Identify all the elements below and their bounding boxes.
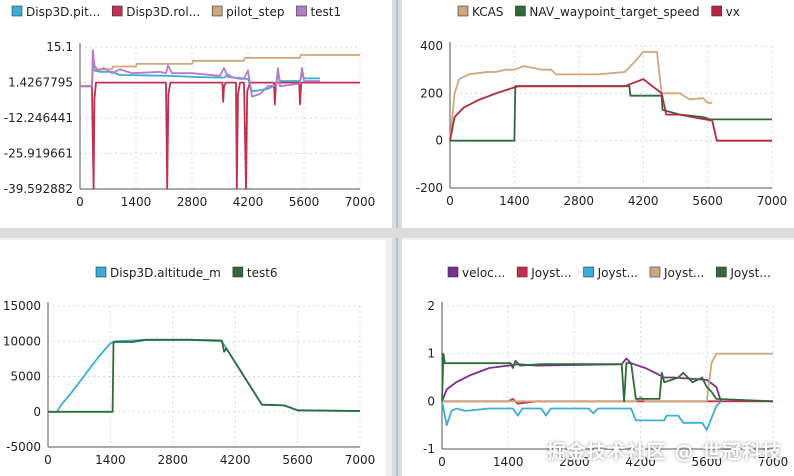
y-tick-label: -5000 [6, 440, 41, 454]
legend-label[interactable]: vx [726, 5, 740, 19]
x-tick-label: 4200 [220, 453, 251, 467]
y-tick-label: 15000 [3, 299, 41, 313]
legend-label[interactable]: test6 [247, 266, 278, 280]
series-line-disp3d-rol-1[interactable] [80, 81, 360, 190]
legend-swatch [516, 266, 528, 278]
legend-label[interactable]: Joyst... [530, 266, 571, 280]
x-tick-label: 5600 [692, 455, 723, 469]
x-tick-label: 0 [438, 455, 446, 469]
legend-label[interactable]: Joyst... [597, 266, 638, 280]
chart-panel-bottom-right: 0 1400 2800 4200 5600 7000 2 1 0 -1 veloc... Joyst.… [396, 240, 794, 476]
watermark: 掘金技术社区 @ 世冠科技 [546, 441, 782, 463]
legend-label[interactable]: Disp3D.pit... [26, 5, 100, 19]
x-tick-label: 5600 [692, 194, 723, 208]
legend-label[interactable]: Joyst... [663, 266, 704, 280]
y-tick-label: -39.592882 [4, 182, 73, 196]
chart-panel-top-left: 0 1400 2800 4200 5600 7000 15.1 1.4267795 -12.24… [0, 0, 392, 228]
series-line-test1-3[interactable] [80, 49, 320, 98]
series-line-joyst-4[interactable] [441, 352, 774, 403]
legend-swatch [447, 266, 459, 278]
x-tick-label: 1400 [499, 194, 530, 208]
legend-swatch [11, 5, 23, 17]
series-line-nav-waypoint-target-speed-1[interactable] [450, 85, 772, 142]
legend-swatch [111, 5, 123, 17]
legend-swatch [583, 266, 594, 278]
chart-panel-bottom-left: 0 1400 2800 4200 5600 7000 15000 10000 5000 0 -500… [0, 240, 386, 476]
legend-label[interactable]: Joyst... [729, 266, 770, 280]
y-tick-label: -12.246441 [4, 111, 73, 125]
legend-label[interactable]: pilot_step [226, 5, 284, 19]
x-tick-label: 2800 [559, 455, 590, 469]
legend-swatch [515, 5, 526, 17]
chart-top-left[interactable]: 0 1400 2800 4200 5600 7000 15.1 1.4267795 -12.24… [0, 0, 392, 228]
x-tick-label: 2800 [158, 453, 189, 467]
y-tick-label: 0 [435, 134, 443, 148]
y-tick-label: 200 [420, 86, 443, 100]
x-tick-label: 1400 [493, 455, 524, 469]
y-tick-label: 15.1 [46, 40, 73, 54]
series-line-joyst-2[interactable] [441, 400, 722, 431]
chart-bottom-left[interactable]: 0 1400 2800 4200 5600 7000150001000050000-500… [0, 240, 386, 476]
legend-label[interactable]: Disp3D.rol... [126, 5, 200, 19]
legend-swatch [296, 5, 307, 17]
x-tick-label: 2800 [177, 195, 208, 209]
splitter-vertical[interactable] [392, 0, 402, 476]
x-tick-label: 0 [76, 195, 84, 209]
legend-swatch [716, 266, 727, 278]
y-tick-label: 0 [33, 405, 41, 419]
x-tick-label: 7000 [345, 453, 376, 467]
y-tick-label: -1 [423, 442, 435, 456]
splitter-horizontal[interactable] [0, 228, 794, 238]
x-tick-label: 4200 [628, 194, 659, 208]
y-tick-label: -25.919661 [4, 147, 73, 161]
series-line-disp3d-altitude-m-0[interactable] [48, 338, 361, 413]
y-tick-label: 400 [420, 39, 443, 53]
y-tick-label: 2 [427, 299, 435, 313]
legend-label[interactable]: KCAS [472, 5, 503, 19]
legend-label[interactable]: veloc... [462, 266, 505, 280]
x-tick-label: 7000 [758, 455, 789, 469]
y-tick-label: -200 [416, 181, 443, 195]
y-tick-label: 5000 [10, 370, 41, 384]
chart-panel-top-right: 0 1400 2800 4200 5600 7000 400 200 0 -200 KCAS NAV_… [402, 0, 794, 228]
x-tick-label: 2800 [564, 194, 595, 208]
x-tick-label: 0 [446, 194, 454, 208]
legend-label[interactable]: NAV_waypoint_target_speed [529, 5, 699, 19]
x-tick-label: 0 [44, 453, 52, 467]
legend-swatch [232, 266, 244, 278]
legend-swatch [95, 266, 107, 278]
x-tick-label: 5600 [282, 453, 313, 467]
y-tick-label: 10000 [3, 334, 41, 348]
legend-swatch [649, 266, 661, 278]
series-line-disp3d-pit-0[interactable] [80, 59, 320, 93]
legend-label[interactable]: test1 [310, 5, 341, 19]
legend-swatch [457, 5, 469, 17]
y-tick-label: 1 [427, 347, 435, 361]
legend-swatch [211, 5, 223, 17]
series-line-kcas-0[interactable] [449, 51, 713, 141]
x-tick-label: 5600 [289, 195, 320, 209]
x-tick-label: 7000 [345, 195, 376, 209]
series-line-vx-2[interactable] [449, 78, 772, 142]
x-tick-label: 1400 [121, 195, 152, 209]
y-tick-label: 1.4267795 [8, 76, 73, 90]
x-tick-label: 7000 [757, 194, 788, 208]
legend-swatch [711, 5, 722, 17]
series-line-pilot-step-2[interactable] [80, 54, 360, 88]
x-tick-label: 4200 [233, 195, 264, 209]
series-line-joyst-3[interactable] [442, 352, 773, 403]
series-line-test6-1[interactable] [48, 338, 361, 413]
legend-label[interactable]: Disp3D.altitude_m [110, 266, 221, 280]
y-tick-label: 0 [427, 394, 435, 408]
x-tick-label: 1400 [95, 453, 126, 467]
x-tick-label: 4200 [625, 455, 656, 469]
